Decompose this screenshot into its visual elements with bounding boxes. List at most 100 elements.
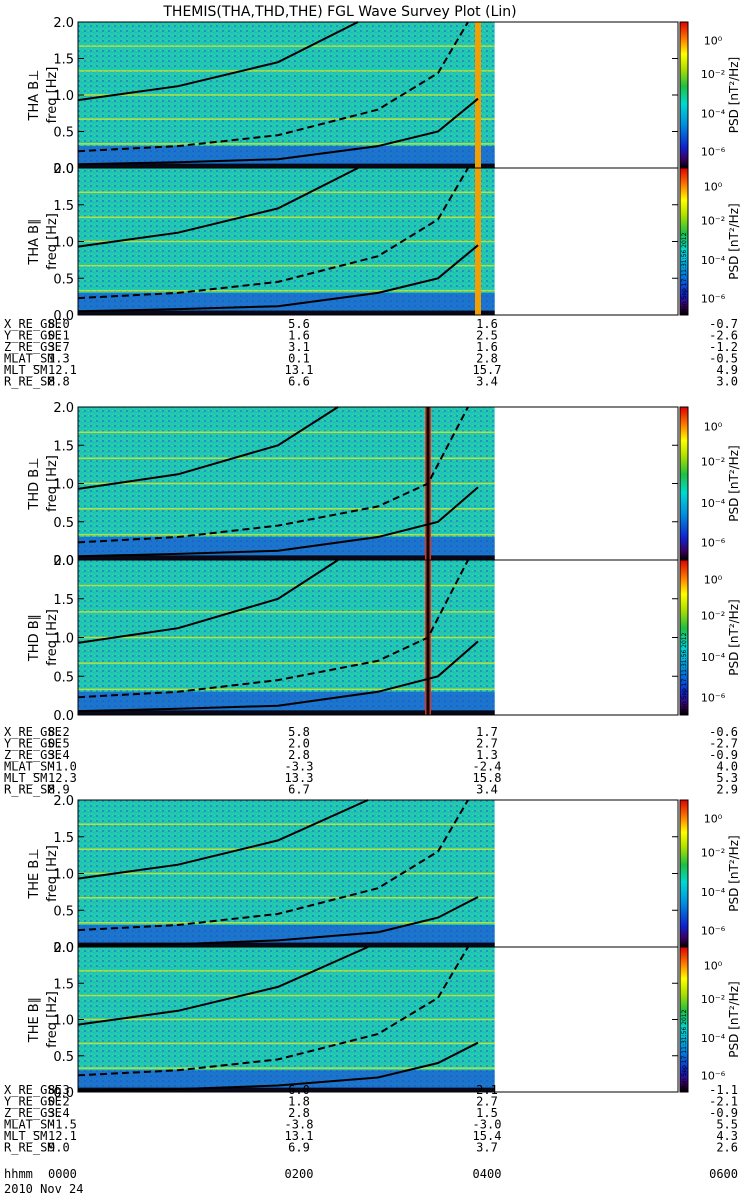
y-tick-label-1: 0.5 — [53, 126, 74, 141]
colorbar-label: PSD [nT²/Hz] — [727, 981, 741, 1057]
ephemeris-row-label: X_RE_GSE — [4, 317, 62, 331]
colorbar-tick-label-1: 10⁻² — [701, 456, 725, 469]
colorbar-tick-label-3: 10⁻⁶ — [701, 537, 726, 550]
colorbar-tick-label-3: 10⁻⁶ — [701, 145, 726, 158]
ephemeris-row-label: Z_RE_GSE — [4, 1106, 62, 1120]
ephemeris-row-label: R_RE_SM — [4, 1141, 55, 1155]
colorbar-tick-label-0: 10⁰ — [704, 420, 723, 433]
gyro-curve-solid-2 — [77, 896, 479, 947]
ephemeris-value: 9.0 — [48, 1141, 70, 1155]
ephemeris-value: 2.0 — [288, 737, 310, 751]
y-tick-label-1: 0.5 — [53, 670, 74, 685]
panel-ylabel: THD B⊥ — [27, 457, 42, 510]
ephemeris-row-label: MLT_SM — [4, 1129, 47, 1143]
colorbar-tick-label-0: 10⁰ — [704, 813, 723, 826]
y-tick-label-1: 0.5 — [53, 272, 74, 287]
ephemeris-row-label: Y_RE_GSE — [4, 737, 62, 751]
ephemeris-value: 5.3 — [716, 771, 738, 785]
dc-band — [78, 710, 495, 715]
ephemeris-value: -3.3 — [285, 760, 314, 774]
y-tick-label-4: 2.0 — [53, 401, 74, 416]
ephemeris-value: 12.3 — [48, 771, 77, 785]
ephemeris-value: 0.2 — [48, 1095, 70, 1109]
colorbar-label: PSD [nT²/Hz] — [727, 445, 741, 521]
ephemeris-value: 2.8 — [288, 748, 310, 762]
y-tick-label-3: 1.5 — [53, 439, 74, 454]
panel-yunits: freq [Hz] — [45, 609, 60, 666]
ephemeris-value: 3.4 — [476, 783, 498, 797]
panel-yunits: freq [Hz] — [45, 845, 60, 902]
ephemeris-value: 2.7 — [476, 1095, 498, 1109]
colorbar-tick-label-0: 10⁰ — [704, 181, 723, 194]
ephemeris-value: 1.6 — [288, 329, 310, 343]
ephemeris-row-label: X_RE_GSE — [4, 725, 62, 739]
dc-band — [78, 942, 495, 947]
ephemeris-value: 8.8 — [48, 375, 70, 389]
ephemeris-value: 15.7 — [473, 363, 502, 377]
ephemeris-value: 1.5 — [476, 1106, 498, 1120]
ephemeris-value: -0.9 — [709, 748, 738, 762]
panel-ylabel: THA B∥ — [27, 218, 42, 265]
ephemeris-row-label: Y_RE_GSE — [4, 329, 62, 343]
y-tick-label-4: 2.0 — [53, 554, 74, 569]
ephemeris-value: 1.3 — [48, 352, 70, 366]
ephemeris-value: 13.1 — [285, 363, 314, 377]
ephemeris-value: 6.0 — [288, 1083, 310, 1097]
colorbar-tick-label-0: 10⁰ — [704, 574, 723, 587]
colorbar-tick-label-3: 10⁻⁶ — [701, 292, 726, 305]
ephemeris-value: 1.8 — [288, 1095, 310, 1109]
ephemeris-value: 6.6 — [288, 375, 310, 389]
spectrogram-panel-tha-1: 0.0 0.5 1.0 1.5 2.0 THA B∥ freq [Hz] 10⁰ 10⁻² 10⁻… — [27, 162, 741, 324]
spectrogram-panel-thd-3: 0.0 0.5 1.0 1.5 2.0 THD B∥ freq [Hz] 10⁰ 10⁻² 10⁻… — [27, 554, 741, 724]
ephemeris-value: 2.6 — [716, 1141, 738, 1155]
time-label-2: 0400 — [473, 1167, 502, 1181]
y-tick-label-3: 1.5 — [53, 53, 74, 68]
ephemeris-row-label: R_RE_SM — [4, 375, 55, 389]
colorbar-tick-label-2: 10⁻⁴ — [701, 254, 726, 267]
ephemeris-value: 2.9 — [716, 783, 738, 797]
y-tick-label-0: 0.0 — [53, 309, 74, 324]
ephemeris-value: 8.2 — [48, 725, 70, 739]
dc-band — [78, 555, 495, 560]
colorbar-tick-label-2: 10⁻⁴ — [701, 497, 726, 510]
ephemeris-value: 15.4 — [473, 1129, 502, 1143]
colorbar-tick-label-3: 10⁻⁶ — [701, 924, 726, 937]
y-tick-label-0: 0.0 — [53, 162, 74, 177]
timestamp-stamp: Mon Sep 17 11:31:56 2012 — [681, 232, 688, 314]
panel-yunits: freq [Hz] — [45, 67, 60, 124]
gyro-curve-dashed-1 — [77, 559, 469, 699]
ephemeris-value: -2.6 — [709, 329, 738, 343]
dc-band — [78, 163, 495, 168]
gyro-curve-solid-0 — [77, 559, 339, 644]
y-tick-label-3: 1.5 — [53, 977, 74, 992]
ephemeris-value: 12.1 — [48, 363, 77, 377]
time-label-0: 0000 — [48, 1167, 77, 1181]
ephemeris-value: 3.0 — [716, 375, 738, 389]
gyro-curve-solid-2 — [77, 1041, 479, 1092]
ephemeris-value: 2.1 — [476, 1083, 498, 1097]
y-tick-label-2: 1.0 — [53, 236, 74, 251]
time-axis-labels: hhmm 2010 Nov 24 0000 0200 0400 0600 — [4, 1167, 738, 1196]
gyro-curve-solid-2 — [77, 97, 479, 166]
y-tick-label-4: 2.0 — [53, 16, 74, 31]
spectrogram-panel-the-4: 0.0 0.5 1.0 1.5 2.0 THE B⊥ freq [Hz] 10⁰ 10⁻² 10⁻… — [27, 794, 741, 956]
ephemeris-value: 5.5 — [716, 1118, 738, 1132]
ephemeris-value: -2.7 — [709, 737, 738, 751]
colorbar — [680, 407, 688, 560]
colorbar-frame — [679, 946, 689, 1093]
low-frequency-band — [78, 1070, 495, 1092]
gyro-curve-dashed-1 — [77, 21, 469, 153]
y-tick-label-0: 0.0 — [53, 1086, 74, 1101]
gyro-curve-solid-0 — [77, 406, 339, 490]
ephemeris-value: -2.1 — [709, 1095, 738, 1109]
colorbar-tick-label-2: 10⁻⁴ — [701, 886, 726, 899]
spectrogram-panel-the-5: 0.0 0.5 1.0 1.5 2.0 THE B∥ freq [Hz] 10⁰ 10⁻² 10⁻… — [27, 941, 741, 1101]
colorbar-tick-label-1: 10⁻² — [701, 993, 725, 1006]
panel-yunits: freq [Hz] — [45, 455, 60, 512]
ephemeris-value: 8.3 — [48, 1083, 70, 1097]
date-label: 2010 Nov 24 — [4, 1182, 83, 1196]
